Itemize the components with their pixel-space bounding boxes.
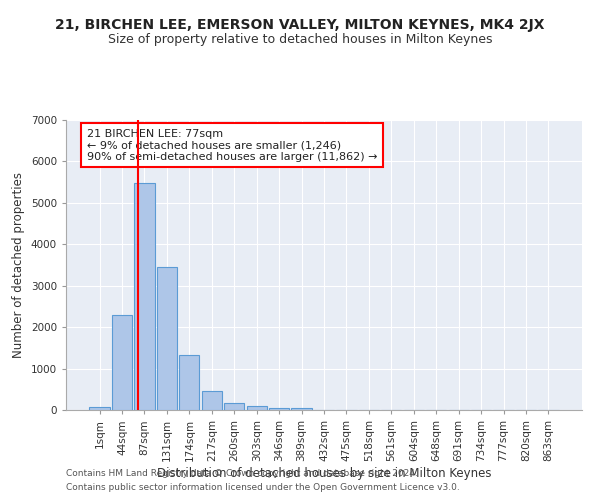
Bar: [247, 406, 267, 410]
X-axis label: Distribution of detached houses by size in Milton Keynes: Distribution of detached houses by size …: [157, 466, 491, 479]
Y-axis label: Number of detached properties: Number of detached properties: [12, 172, 25, 358]
Text: 21, BIRCHEN LEE, EMERSON VALLEY, MILTON KEYNES, MK4 2JX: 21, BIRCHEN LEE, EMERSON VALLEY, MILTON …: [55, 18, 545, 32]
Text: Contains public sector information licensed under the Open Government Licence v3: Contains public sector information licen…: [66, 484, 460, 492]
Bar: [157, 267, 177, 410]
Bar: [134, 183, 155, 410]
Bar: [112, 314, 132, 410]
Bar: [292, 408, 311, 410]
Text: 21 BIRCHEN LEE: 77sqm
← 9% of detached houses are smaller (1,246)
90% of semi-de: 21 BIRCHEN LEE: 77sqm ← 9% of detached h…: [86, 128, 377, 162]
Bar: [224, 404, 244, 410]
Bar: [89, 406, 110, 410]
Bar: [269, 408, 289, 410]
Text: Contains HM Land Registry data © Crown copyright and database right 2024.: Contains HM Land Registry data © Crown c…: [66, 468, 418, 477]
Bar: [179, 356, 199, 410]
Text: Size of property relative to detached houses in Milton Keynes: Size of property relative to detached ho…: [108, 32, 492, 46]
Bar: [202, 390, 222, 410]
